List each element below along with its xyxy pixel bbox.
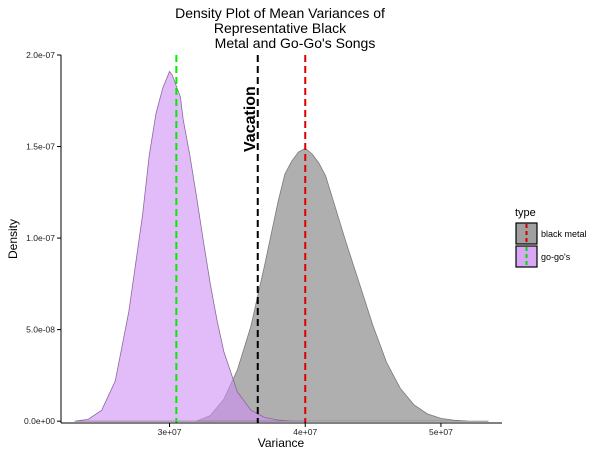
y-tick-label: 1.5e-07 <box>26 142 55 152</box>
legend-label-go-go-s: go-go's <box>541 252 571 262</box>
x-tick-label: 4e+07 <box>293 427 317 437</box>
x-tick-label: 5e+07 <box>429 427 453 437</box>
vacation-annotation: Vacation <box>242 86 259 152</box>
legend-title: type <box>515 207 536 219</box>
legend-label-black-metal: black metal <box>541 229 587 239</box>
y-tick-label: 0.0e+00 <box>24 416 55 426</box>
density-area-black-metal <box>196 147 489 422</box>
chart-title: Density Plot of Mean Variances of Repres… <box>175 5 385 51</box>
x-tick-label: 3e+07 <box>158 427 182 437</box>
y-axis-ticks: 0.0e+00 5.0e-08 1.0e-07 1.5e-07 2.0e-07 <box>24 50 61 426</box>
title-line-2: Representative Black <box>214 20 347 36</box>
plot-area: Vacation <box>74 55 489 423</box>
y-tick-label: 2.0e-07 <box>26 50 55 60</box>
legend: type black metal go-go's <box>515 207 587 268</box>
title-line-3: Metal and Go-Go's Songs <box>215 35 376 51</box>
title-line-1: Density Plot of Mean Variances of <box>175 5 385 21</box>
y-tick-label: 1.0e-07 <box>26 233 55 243</box>
y-tick-label: 5.0e-08 <box>26 325 55 335</box>
density-area-go-go-s <box>74 70 306 422</box>
x-axis-ticks: 3e+07 4e+07 5e+07 <box>158 423 453 437</box>
x-axis-title: Variance <box>258 436 305 450</box>
y-axis-title: Density <box>6 219 20 259</box>
